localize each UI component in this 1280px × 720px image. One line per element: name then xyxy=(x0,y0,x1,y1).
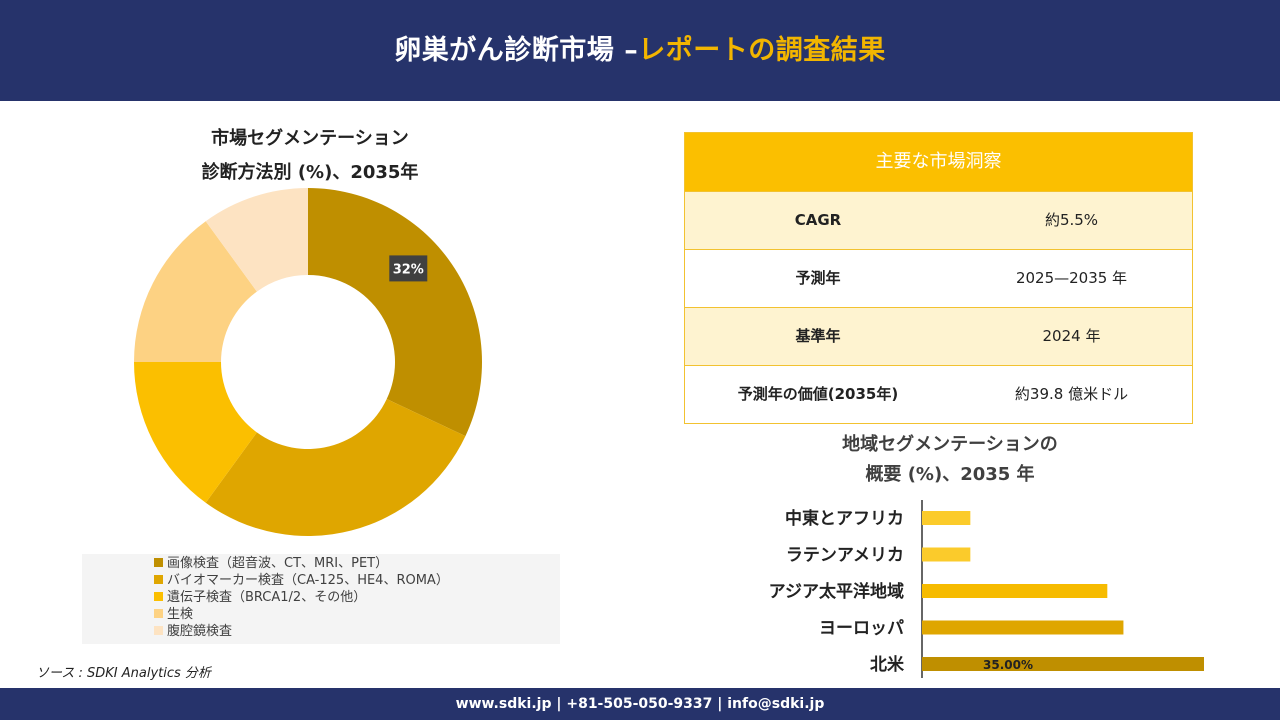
donut-slice xyxy=(134,362,257,503)
insight-row-forecast-value: 予測年の価値(2035年) 約39.8 億米ドル xyxy=(685,365,1192,423)
insight-key: 予測年の価値(2035年) xyxy=(737,385,899,403)
legend-label: 画像検査（超音波、CT、MRI、PET） xyxy=(167,556,389,571)
legend-label: 生検 xyxy=(167,607,194,622)
donut-legend: 画像検査（超音波、CT、MRI、PET） バイオマーカー検査（CA-125、HE… xyxy=(82,554,560,644)
region-bar-data-label: 35.00% xyxy=(983,658,1033,672)
donut-title-line2: 診断方法別 (%)、2035年 xyxy=(201,162,419,183)
donut-slice xyxy=(205,399,466,536)
page-title-main: 卵巣がん診断市場 – xyxy=(394,35,639,66)
insight-key: CAGR xyxy=(794,211,842,229)
insight-value: 2024 年 xyxy=(1042,327,1101,345)
insight-row-forecast-years: 予測年 2025—2035 年 xyxy=(685,249,1192,307)
region-category-label: ヨーロッパ xyxy=(819,619,904,639)
legend-swatch xyxy=(154,592,163,601)
insight-key: 予測年 xyxy=(795,269,841,287)
region-bar xyxy=(922,584,1108,598)
insight-row-cagr: CAGR 約5.5% xyxy=(685,191,1192,249)
legend-label: バイオマーカー検査（CA-125、HE4、ROMA） xyxy=(167,573,449,588)
region-category-label: アジア太平洋地域 xyxy=(769,581,904,602)
legend-item: バイオマーカー検査（CA-125、HE4、ROMA） xyxy=(154,572,449,589)
page-title: 卵巣がん診断市場 –レポートの調査結果 xyxy=(0,0,1280,101)
donut-slice xyxy=(205,188,308,292)
footer-contact: www.sdki.jp | +81-505-050-9337 | info@sd… xyxy=(0,688,1280,720)
legend-item: 遺伝子検査（BRCA1/2、その他） xyxy=(154,589,366,606)
insight-key: 基準年 xyxy=(795,327,841,345)
legend-swatch xyxy=(154,575,163,584)
legend-item: 腹腔鏡検査 xyxy=(154,623,232,640)
region-chart-title: 地域セグメンテーションの 概要 (%)、2035 年 xyxy=(760,430,1140,490)
donut-chart: 32% xyxy=(134,188,482,536)
data-label-text: 32% xyxy=(393,262,424,277)
region-category-label: 北米 xyxy=(870,654,905,675)
key-insights-title: 主要な市場洞察 xyxy=(685,133,1192,191)
region-category-label: 中東とアフリカ xyxy=(785,508,904,529)
page-title-accent: レポートの調査結果 xyxy=(638,35,886,66)
insight-value: 約5.5% xyxy=(1044,211,1099,229)
insight-value: 約39.8 億米ドル xyxy=(1014,385,1129,403)
legend-item: 画像検査（超音波、CT、MRI、PET） xyxy=(154,555,388,572)
region-title-line2: 概要 (%)、2035 年 xyxy=(865,464,1035,485)
donut-slice xyxy=(134,221,257,362)
region-bar xyxy=(922,657,1204,671)
legend-item: 生検 xyxy=(154,606,193,623)
region-bar xyxy=(922,547,971,562)
donut-title-line1: 市場セグメンテーション xyxy=(211,128,409,149)
data-label-box xyxy=(389,255,428,282)
legend-swatch xyxy=(154,626,163,635)
donut-chart-title: 市場セグメンテーション 診断方法別 (%)、2035年 xyxy=(110,122,510,190)
key-insights-table: 主要な市場洞察 CAGR 約5.5% 予測年 2025—2035 年 基準年 2… xyxy=(684,132,1193,424)
donut-slice xyxy=(308,188,482,437)
header-bar xyxy=(0,0,1280,101)
source-note: ソース : SDKI Analytics 分析 xyxy=(36,666,211,681)
legend-swatch xyxy=(154,558,163,567)
legend-label: 遺伝子検査（BRCA1/2、その他） xyxy=(167,590,367,605)
region-title-line1: 地域セグメンテーションの xyxy=(842,434,1058,455)
region-category-label: ラテンアメリカ xyxy=(786,546,904,566)
legend-swatch xyxy=(154,609,163,618)
legend-label: 腹腔鏡検査 xyxy=(167,624,233,639)
donut-data-label: 32% xyxy=(389,255,428,282)
insight-value: 2025—2035 年 xyxy=(1015,269,1128,287)
insight-row-base-year: 基準年 2024 年 xyxy=(685,307,1192,365)
region-bar xyxy=(922,511,971,525)
region-bar xyxy=(922,620,1124,635)
